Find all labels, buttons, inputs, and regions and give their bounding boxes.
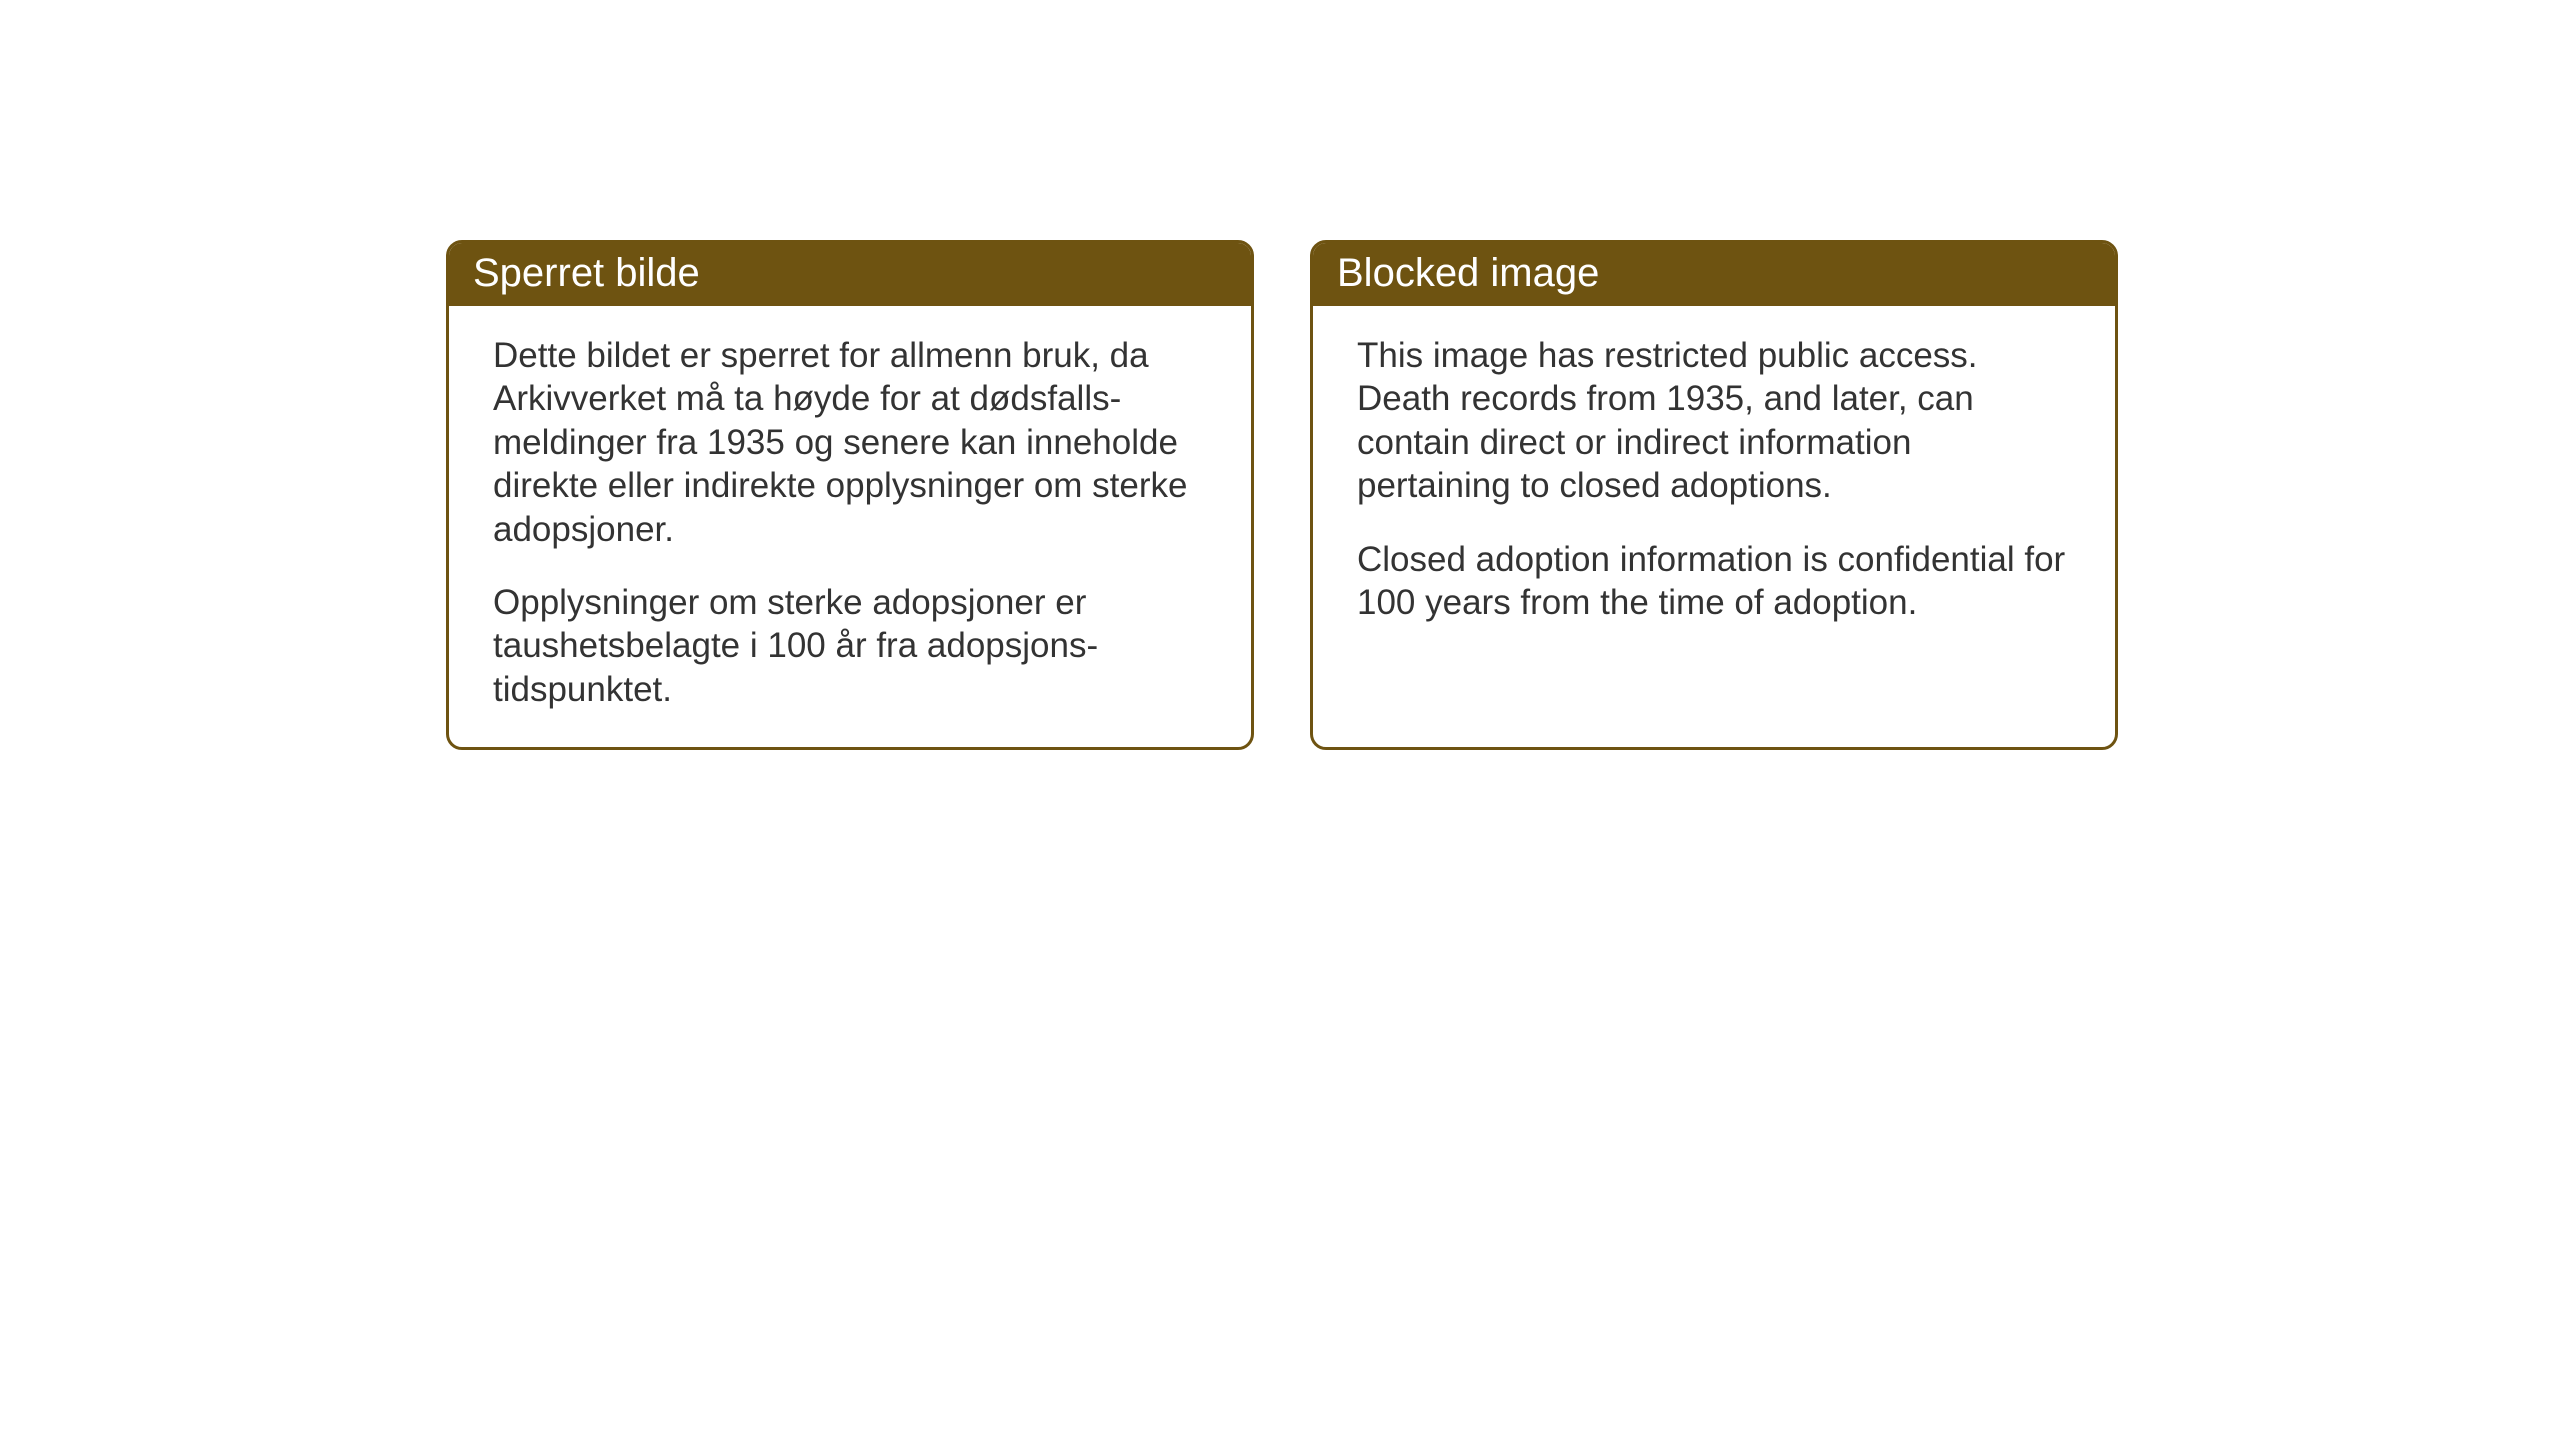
english-card-title: Blocked image: [1337, 251, 1599, 295]
english-notice-card: Blocked image This image has restricted …: [1310, 240, 2118, 750]
norwegian-notice-card: Sperret bilde Dette bildet er sperret fo…: [446, 240, 1254, 750]
norwegian-card-header: Sperret bilde: [449, 243, 1251, 306]
english-card-header: Blocked image: [1313, 243, 2115, 306]
norwegian-card-title: Sperret bilde: [473, 251, 700, 295]
english-paragraph-1: This image has restricted public access.…: [1357, 334, 2071, 508]
norwegian-paragraph-2: Opplysninger om sterke adopsjoner er tau…: [493, 581, 1207, 711]
english-paragraph-2: Closed adoption information is confident…: [1357, 538, 2071, 625]
norwegian-paragraph-1: Dette bildet er sperret for allmenn bruk…: [493, 334, 1207, 551]
notice-cards-container: Sperret bilde Dette bildet er sperret fo…: [446, 240, 2118, 750]
english-card-body: This image has restricted public access.…: [1313, 306, 2115, 732]
norwegian-card-body: Dette bildet er sperret for allmenn bruk…: [449, 306, 1251, 747]
